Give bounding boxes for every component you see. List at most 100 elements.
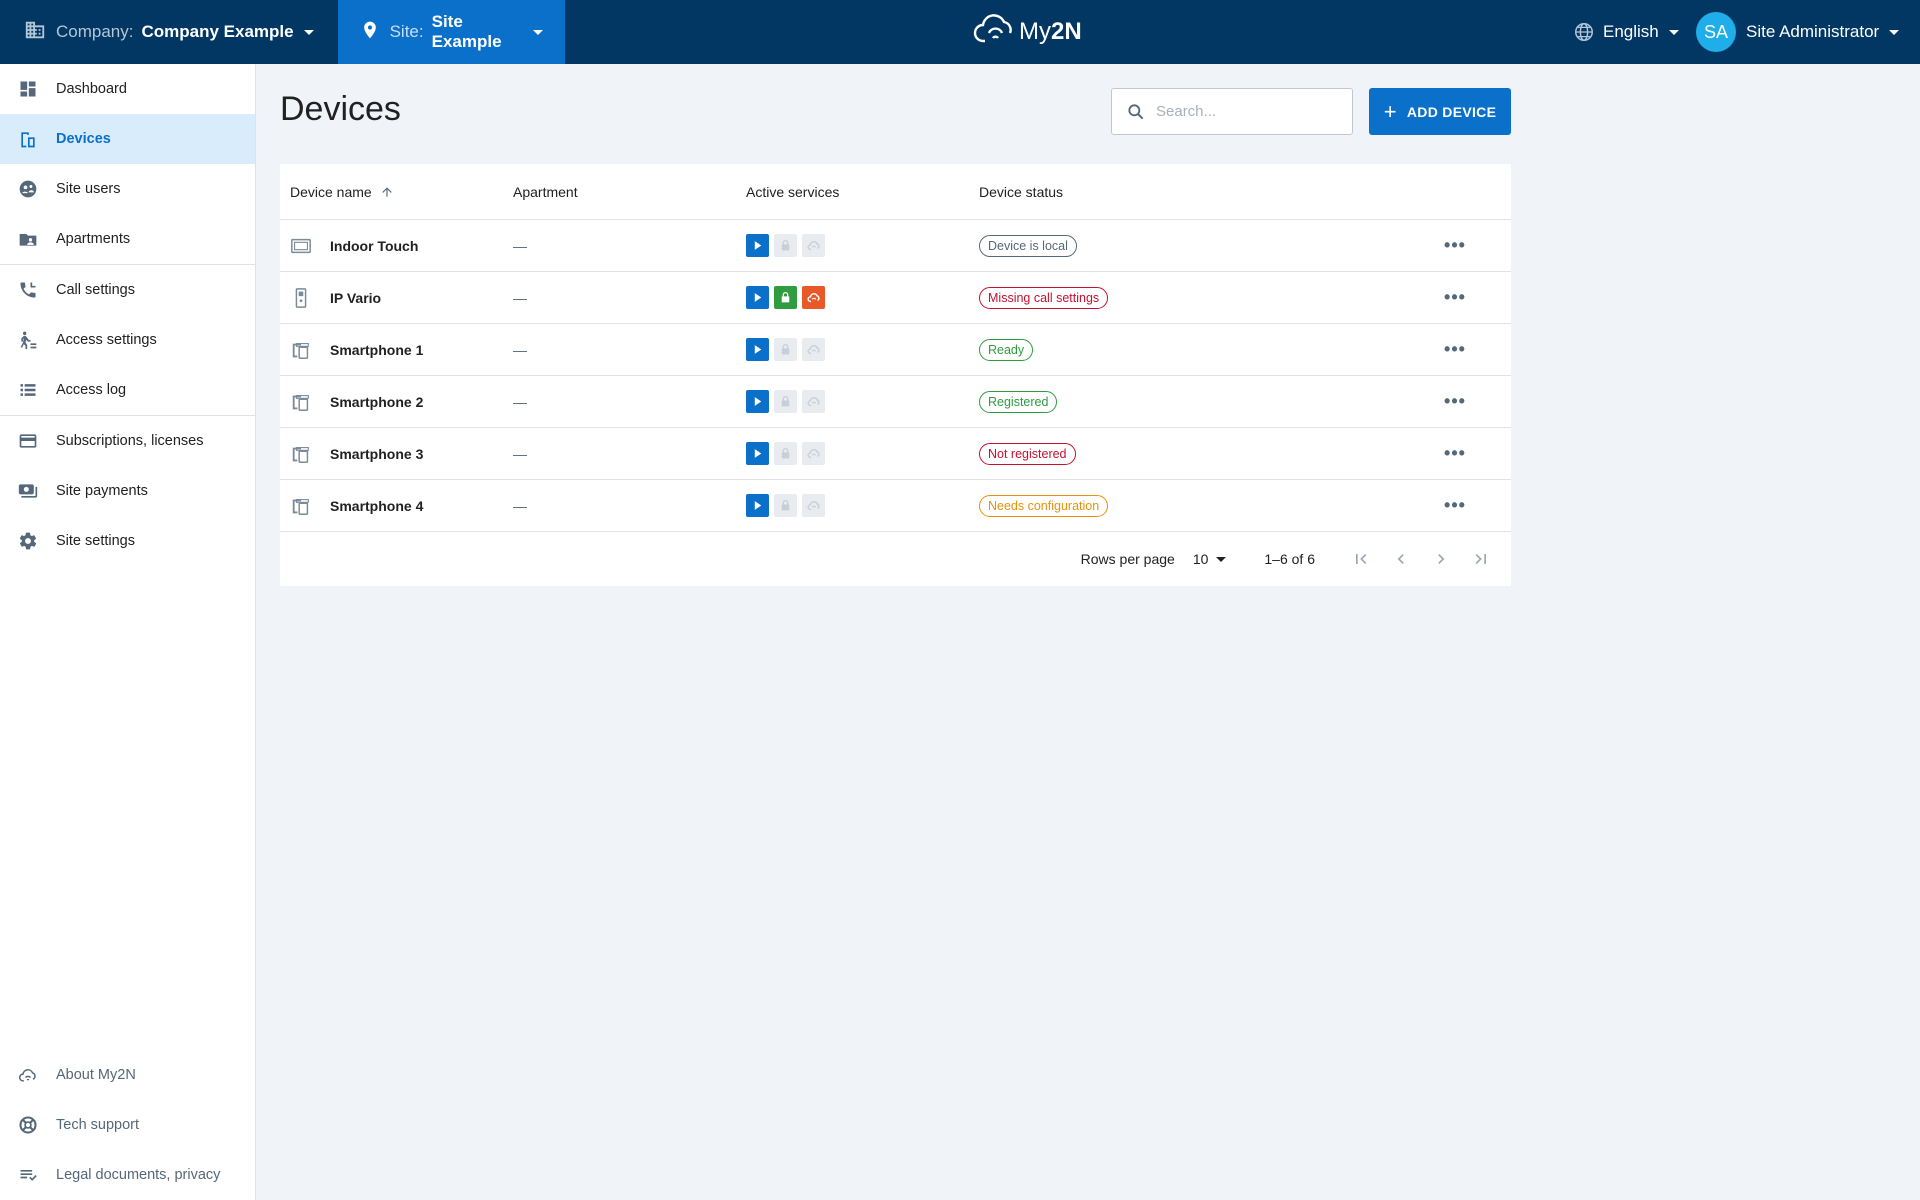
cloud-service-icon[interactable]	[802, 234, 825, 257]
device-name-cell: Smartphone 3	[280, 443, 513, 465]
access-service-icon[interactable]	[774, 390, 797, 413]
next-page-button[interactable]	[1421, 539, 1461, 579]
user-menu[interactable]: SA Site Administrator	[1696, 0, 1900, 64]
devices-icon	[16, 127, 40, 151]
device-name[interactable]: Smartphone 1	[330, 341, 424, 358]
device-name[interactable]: IP Vario	[330, 289, 382, 306]
status-cell: Registered	[979, 390, 1399, 413]
company-value: Company Example	[141, 22, 294, 41]
column-header-device-status[interactable]: Device status	[979, 183, 1064, 200]
sidebar-item-call-settings[interactable]: Call settings	[0, 265, 255, 315]
cloud-service-icon[interactable]	[802, 494, 825, 517]
sidebar-item-site-payments[interactable]: Site payments	[0, 466, 255, 516]
actions-cell: •••	[1399, 235, 1511, 256]
device-name[interactable]: Indoor Touch	[330, 237, 419, 254]
device-name-cell: Smartphone 4	[280, 495, 513, 517]
language-label: English	[1603, 22, 1659, 41]
access-service-icon[interactable]	[774, 442, 797, 465]
phone-icon	[16, 278, 40, 302]
previous-page-button[interactable]	[1381, 539, 1421, 579]
access-service-icon[interactable]	[774, 338, 797, 361]
sidebar-item-subscriptions[interactable]: Subscriptions, licenses	[0, 416, 255, 466]
my2n-logo[interactable]: My 2N	[973, 12, 1082, 52]
access-service-icon[interactable]	[774, 234, 797, 257]
table-row[interactable]: Smartphone 4 — Needs configuration •••	[280, 480, 1511, 532]
company-selector[interactable]: Company: Company Example	[0, 0, 338, 64]
rows-per-page-select[interactable]: 10	[1193, 551, 1227, 567]
more-actions-button[interactable]: •••	[1444, 235, 1466, 255]
device-name-cell: IP Vario	[280, 287, 513, 309]
call-service-icon[interactable]	[746, 494, 769, 517]
sidebar-item-apartments[interactable]: Apartments	[0, 214, 255, 264]
call-service-icon[interactable]	[746, 286, 769, 309]
phone-device-icon	[290, 391, 312, 413]
actions-cell: •••	[1399, 495, 1511, 516]
first-page-button[interactable]	[1341, 539, 1381, 579]
device-name-cell: Smartphone 2	[280, 391, 513, 413]
rows-per-page-value: 10	[1192, 551, 1209, 567]
apartment-cell: —	[513, 238, 746, 254]
more-actions-button[interactable]: •••	[1444, 443, 1466, 463]
more-actions-button[interactable]: •••	[1444, 391, 1466, 411]
sidebar-item-access-settings[interactable]: Access settings	[0, 315, 255, 365]
building-icon	[24, 19, 46, 46]
pagination-range: 1–6 of 6	[1264, 551, 1315, 567]
call-service-icon[interactable]	[746, 390, 769, 413]
sidebar-footer: About My2N Tech support Legal documents,…	[0, 1050, 255, 1200]
table-row[interactable]: Smartphone 2 — Registered •••	[280, 376, 1511, 428]
more-actions-button[interactable]: •••	[1444, 287, 1466, 307]
search-box[interactable]	[1111, 88, 1353, 135]
access-service-icon[interactable]	[774, 286, 797, 309]
sidebar-item-label: Site users	[56, 181, 121, 197]
cloud-service-icon[interactable]	[802, 442, 825, 465]
device-name[interactable]: Smartphone 2	[330, 393, 424, 410]
table-row[interactable]: Smartphone 3 — Not registered •••	[280, 428, 1511, 480]
actions-cell: •••	[1399, 391, 1511, 412]
sidebar-item-dashboard[interactable]: Dashboard	[0, 64, 255, 114]
cloud-service-icon[interactable]	[802, 338, 825, 361]
table-row[interactable]: IP Vario — Missing call settings •••	[280, 272, 1511, 324]
access-service-icon[interactable]	[774, 494, 797, 517]
column-header-device-name[interactable]: Device name	[280, 184, 513, 200]
sidebar-item-about[interactable]: About My2N	[0, 1050, 255, 1100]
column-header-apartment[interactable]: Apartment	[513, 183, 578, 200]
logo-text-2n: 2N	[1051, 18, 1082, 45]
chevron-right-icon	[1438, 554, 1445, 564]
sidebar-item-label: Site payments	[56, 483, 148, 499]
status-cell: Device is local	[979, 234, 1399, 257]
more-actions-button[interactable]: •••	[1444, 495, 1466, 515]
call-service-icon[interactable]	[746, 338, 769, 361]
status-badge: Missing call settings	[979, 286, 1109, 309]
credit-card-icon	[16, 429, 40, 453]
add-device-button[interactable]: + ADD DEVICE	[1369, 88, 1511, 135]
sidebar-item-label: About My2N	[56, 1067, 136, 1083]
table-row[interactable]: Indoor Touch — Device is local •••	[280, 220, 1511, 272]
cloud-service-icon[interactable]	[802, 390, 825, 413]
cloud-logo-icon	[973, 11, 1019, 54]
plus-icon: +	[1383, 98, 1397, 124]
sidebar-item-access-log[interactable]: Access log	[0, 365, 255, 415]
last-page-button[interactable]	[1461, 539, 1501, 579]
sidebar-item-label: Call settings	[56, 282, 135, 298]
sidebar-item-site-settings[interactable]: Site settings	[0, 516, 255, 566]
phone-device-icon	[290, 339, 312, 361]
logo-text-my: My	[1019, 18, 1051, 45]
call-service-icon[interactable]	[746, 234, 769, 257]
device-name[interactable]: Smartphone 3	[330, 445, 424, 462]
cloud-service-icon[interactable]	[802, 286, 825, 309]
sidebar-item-label: Legal documents, privacy	[56, 1167, 221, 1183]
active-services	[746, 494, 979, 517]
sidebar-item-devices[interactable]: Devices	[0, 114, 255, 164]
sidebar-item-legal[interactable]: Legal documents, privacy	[0, 1150, 255, 1200]
site-users-icon	[16, 177, 40, 201]
rows-per-page-label: Rows per page	[1080, 551, 1175, 567]
sidebar-item-site-users[interactable]: Site users	[0, 164, 255, 214]
device-name[interactable]: Smartphone 4	[330, 497, 424, 514]
more-actions-button[interactable]: •••	[1444, 339, 1466, 359]
language-selector[interactable]: English	[1573, 0, 1679, 64]
call-service-icon[interactable]	[746, 442, 769, 465]
sidebar-item-tech-support[interactable]: Tech support	[0, 1100, 255, 1150]
table-row[interactable]: Smartphone 1 — Ready •••	[280, 324, 1511, 376]
search-input[interactable]	[1156, 103, 1336, 120]
site-selector[interactable]: Site: Site Example	[337, 0, 565, 64]
